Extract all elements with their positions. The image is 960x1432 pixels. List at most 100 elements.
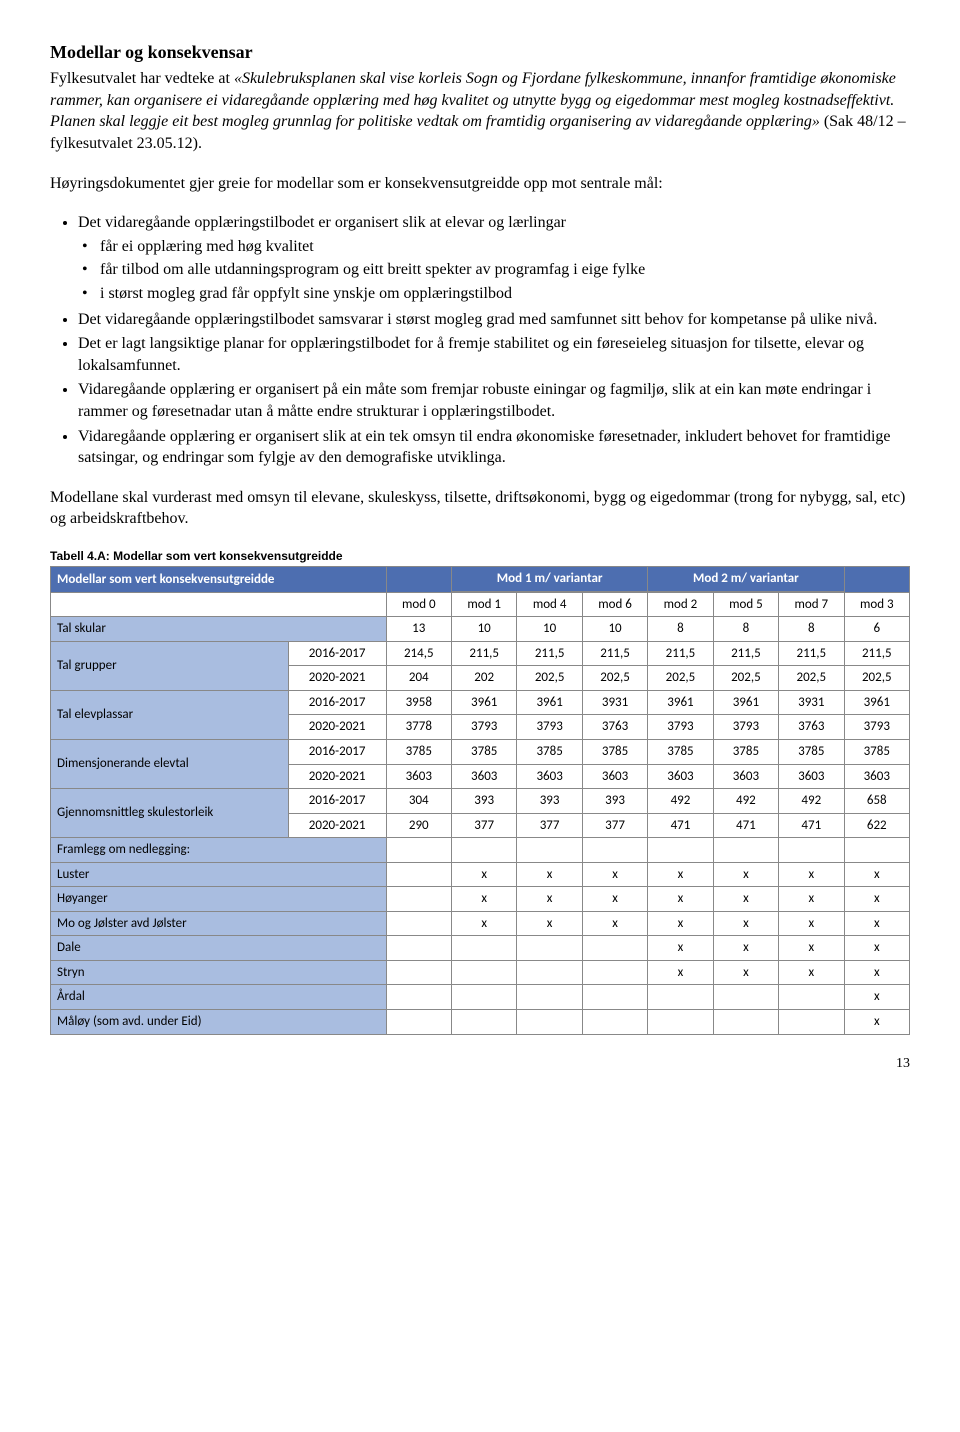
year: 2016-2017 xyxy=(288,641,386,666)
cell: 3958 xyxy=(386,690,451,715)
cell: 3603 xyxy=(451,764,516,789)
cell: x xyxy=(582,911,647,936)
label-elevplassar: Tal elevplassar xyxy=(51,690,289,739)
cell: 3603 xyxy=(779,764,844,789)
intro-plain: Fylkesutvalet har vedteke at xyxy=(50,70,234,87)
goal-item-3: Det er lagt langsiktige planar for opplæ… xyxy=(78,333,910,376)
cell: x xyxy=(779,911,844,936)
cell: 3961 xyxy=(713,690,778,715)
cell: 3603 xyxy=(517,764,582,789)
label-gjsnitt: Gjennomsnittleg skulestorleik xyxy=(51,789,289,838)
goal-item-1: Det vidaregåande opplæringstilbodet er o… xyxy=(78,212,910,304)
cell: 3603 xyxy=(648,764,713,789)
cell xyxy=(713,1010,778,1035)
row-ardal: Årdal x xyxy=(51,985,910,1010)
cell: x xyxy=(648,936,713,961)
cell xyxy=(779,838,844,863)
year: 2016-2017 xyxy=(288,789,386,814)
label-dale: Dale xyxy=(51,936,387,961)
cell xyxy=(386,985,451,1010)
goals-list: Det vidaregåande opplæringstilbodet er o… xyxy=(50,212,910,469)
goal-sublist-1: får ei opplæring med høg kvalitet får ti… xyxy=(78,236,910,305)
cell: 211,5 xyxy=(451,641,516,666)
cell: 3603 xyxy=(713,764,778,789)
cell: 471 xyxy=(779,813,844,838)
cell: 3931 xyxy=(779,690,844,715)
mods-blank xyxy=(51,592,387,617)
goal-text-1: Det vidaregåande opplæringstilbodet er o… xyxy=(78,214,566,231)
cell: x xyxy=(582,862,647,887)
page-number: 13 xyxy=(50,1055,910,1074)
table-header-row-1: Modellar som vert konsekvensutgreidde Mo… xyxy=(51,567,910,592)
goal-item-2: Det vidaregåande opplæringstilbodet sams… xyxy=(78,309,910,331)
cell: x xyxy=(779,936,844,961)
row-hoyanger: Høyanger x x x x x x x xyxy=(51,887,910,912)
cell: 492 xyxy=(713,789,778,814)
year: 2020-2021 xyxy=(288,666,386,691)
cell xyxy=(582,838,647,863)
mod-3: mod 3 xyxy=(844,592,909,617)
cell: x xyxy=(648,887,713,912)
cell: x xyxy=(713,862,778,887)
label-stryn: Stryn xyxy=(51,960,387,985)
mod-2: mod 2 xyxy=(648,592,713,617)
cell xyxy=(582,936,647,961)
cell: x xyxy=(844,985,909,1010)
cell: 202,5 xyxy=(648,666,713,691)
cell: 492 xyxy=(648,789,713,814)
cell: 202,5 xyxy=(844,666,909,691)
row-skular: Tal skular 13 10 10 10 8 8 8 6 xyxy=(51,617,910,642)
cell xyxy=(648,1010,713,1035)
year: 2020-2021 xyxy=(288,813,386,838)
cell: 211,5 xyxy=(582,641,647,666)
goal-subitem-1a: får ei opplæring med høg kvalitet xyxy=(100,236,910,258)
cell: x xyxy=(517,862,582,887)
row-elevplassar-y1: Tal elevplassar 2016-2017 3958 3961 3961… xyxy=(51,690,910,715)
page-title: Modellar og konsekvensar xyxy=(50,40,910,64)
cell: x xyxy=(517,887,582,912)
cell: 3785 xyxy=(713,740,778,765)
cell: x xyxy=(844,911,909,936)
header-group-2: Mod 2 m/ variantar xyxy=(648,567,844,592)
cell: x xyxy=(648,862,713,887)
row-nedlegging-header: Framlegg om nedlegging: xyxy=(51,838,910,863)
cell: 471 xyxy=(648,813,713,838)
cell: 13 xyxy=(386,617,451,642)
cell: 3603 xyxy=(386,764,451,789)
cell: 3931 xyxy=(582,690,647,715)
cell xyxy=(386,1010,451,1035)
cell: x xyxy=(713,887,778,912)
cell: 3778 xyxy=(386,715,451,740)
cell xyxy=(582,985,647,1010)
cell: 3793 xyxy=(844,715,909,740)
label-mojolster: Mo og Jølster avd Jølster xyxy=(51,911,387,936)
row-stryn: Stryn x x x x xyxy=(51,960,910,985)
year: 2020-2021 xyxy=(288,764,386,789)
cell xyxy=(713,985,778,1010)
goal-item-4: Vidaregåande opplæring er organisert på … xyxy=(78,379,910,422)
mod-4: mod 4 xyxy=(517,592,582,617)
cell: x xyxy=(713,911,778,936)
cell: 377 xyxy=(451,813,516,838)
cell: 658 xyxy=(844,789,909,814)
lead-paragraph: Høyringsdokumentet gjer greie for modell… xyxy=(50,173,910,195)
cell: 3785 xyxy=(386,740,451,765)
cell xyxy=(517,985,582,1010)
cell: 3961 xyxy=(517,690,582,715)
cell: 377 xyxy=(582,813,647,838)
cell: x xyxy=(779,862,844,887)
cell: 202,5 xyxy=(517,666,582,691)
year: 2016-2017 xyxy=(288,740,386,765)
cell: x xyxy=(844,887,909,912)
cell xyxy=(451,960,516,985)
cell: 202,5 xyxy=(713,666,778,691)
row-luster: Luster x x x x x x x xyxy=(51,862,910,887)
cell xyxy=(648,985,713,1010)
cell: 492 xyxy=(779,789,844,814)
mod-5: mod 5 xyxy=(713,592,778,617)
cell: x xyxy=(779,887,844,912)
cell xyxy=(582,1010,647,1035)
cell: 202 xyxy=(451,666,516,691)
goal-subitem-1b: får tilbod om alle utdanningsprogram og … xyxy=(100,259,910,281)
label-dimelevtal: Dimensjonerande elevtal xyxy=(51,740,289,789)
